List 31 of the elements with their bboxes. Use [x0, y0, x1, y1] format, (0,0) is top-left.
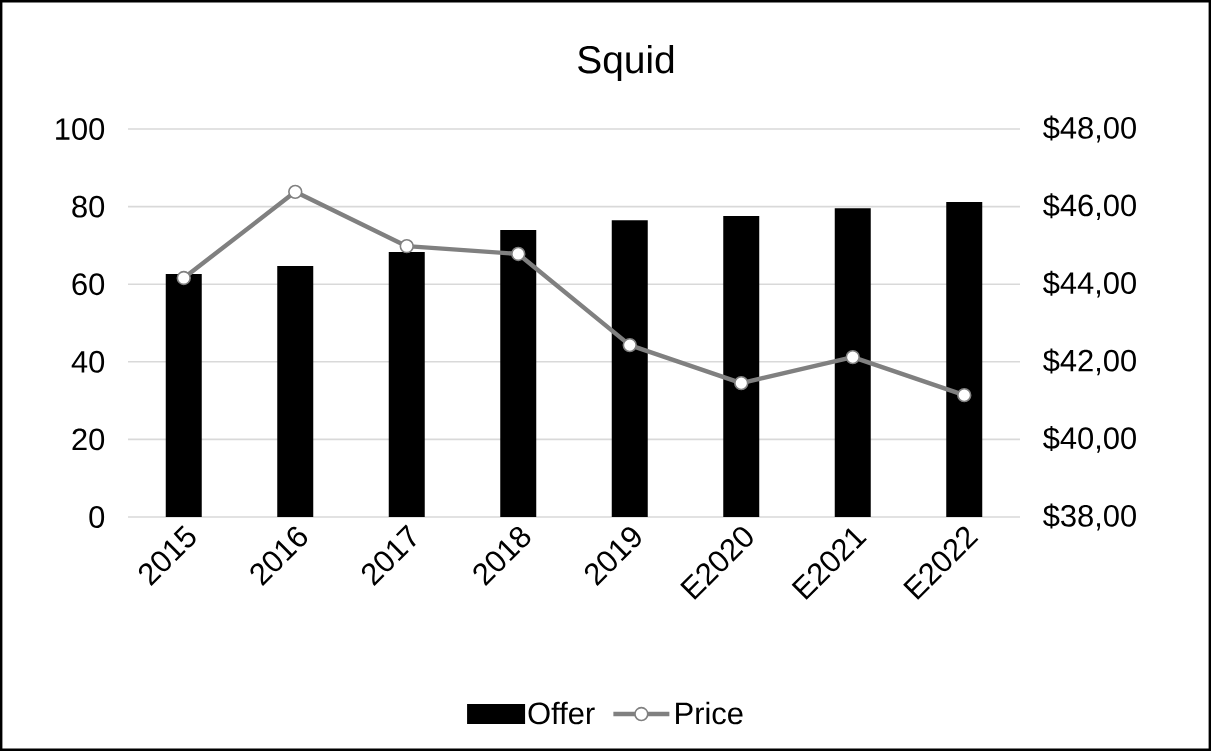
point [176, 270, 191, 286]
point [622, 337, 637, 353]
y-tick-label: 20 [72, 428, 105, 451]
y-tick-label: 0 [89, 506, 105, 528]
y2-tick-label: $42,00 [1043, 348, 1136, 376]
point [734, 375, 749, 391]
y-tick-label: 100 [56, 118, 105, 140]
bar [946, 201, 983, 517]
point [957, 387, 972, 403]
point [845, 349, 860, 365]
y-tick-label: 60 [72, 273, 105, 296]
legend-label: Price [676, 701, 743, 725]
bar [388, 251, 425, 517]
bar [723, 215, 760, 517]
point [288, 184, 303, 200]
y2-tick-label: $46,00 [1043, 193, 1136, 220]
bar [277, 265, 314, 517]
y2-tick-label: $44,00 [1043, 270, 1136, 298]
y2-tick-label: $48,00 [1043, 115, 1136, 143]
bar [165, 274, 202, 517]
chart-title: Squid [578, 44, 674, 82]
y2-tick-label: $38,00 [1043, 503, 1136, 531]
legend-label: Offer [528, 701, 595, 725]
point [511, 246, 526, 262]
bar [611, 220, 648, 517]
y2-tick-label: $40,00 [1043, 426, 1136, 453]
bar [834, 208, 871, 517]
y-tick-label: 80 [72, 195, 105, 218]
y-tick-label: 40 [71, 350, 105, 373]
point [399, 238, 414, 254]
bar [500, 229, 537, 517]
